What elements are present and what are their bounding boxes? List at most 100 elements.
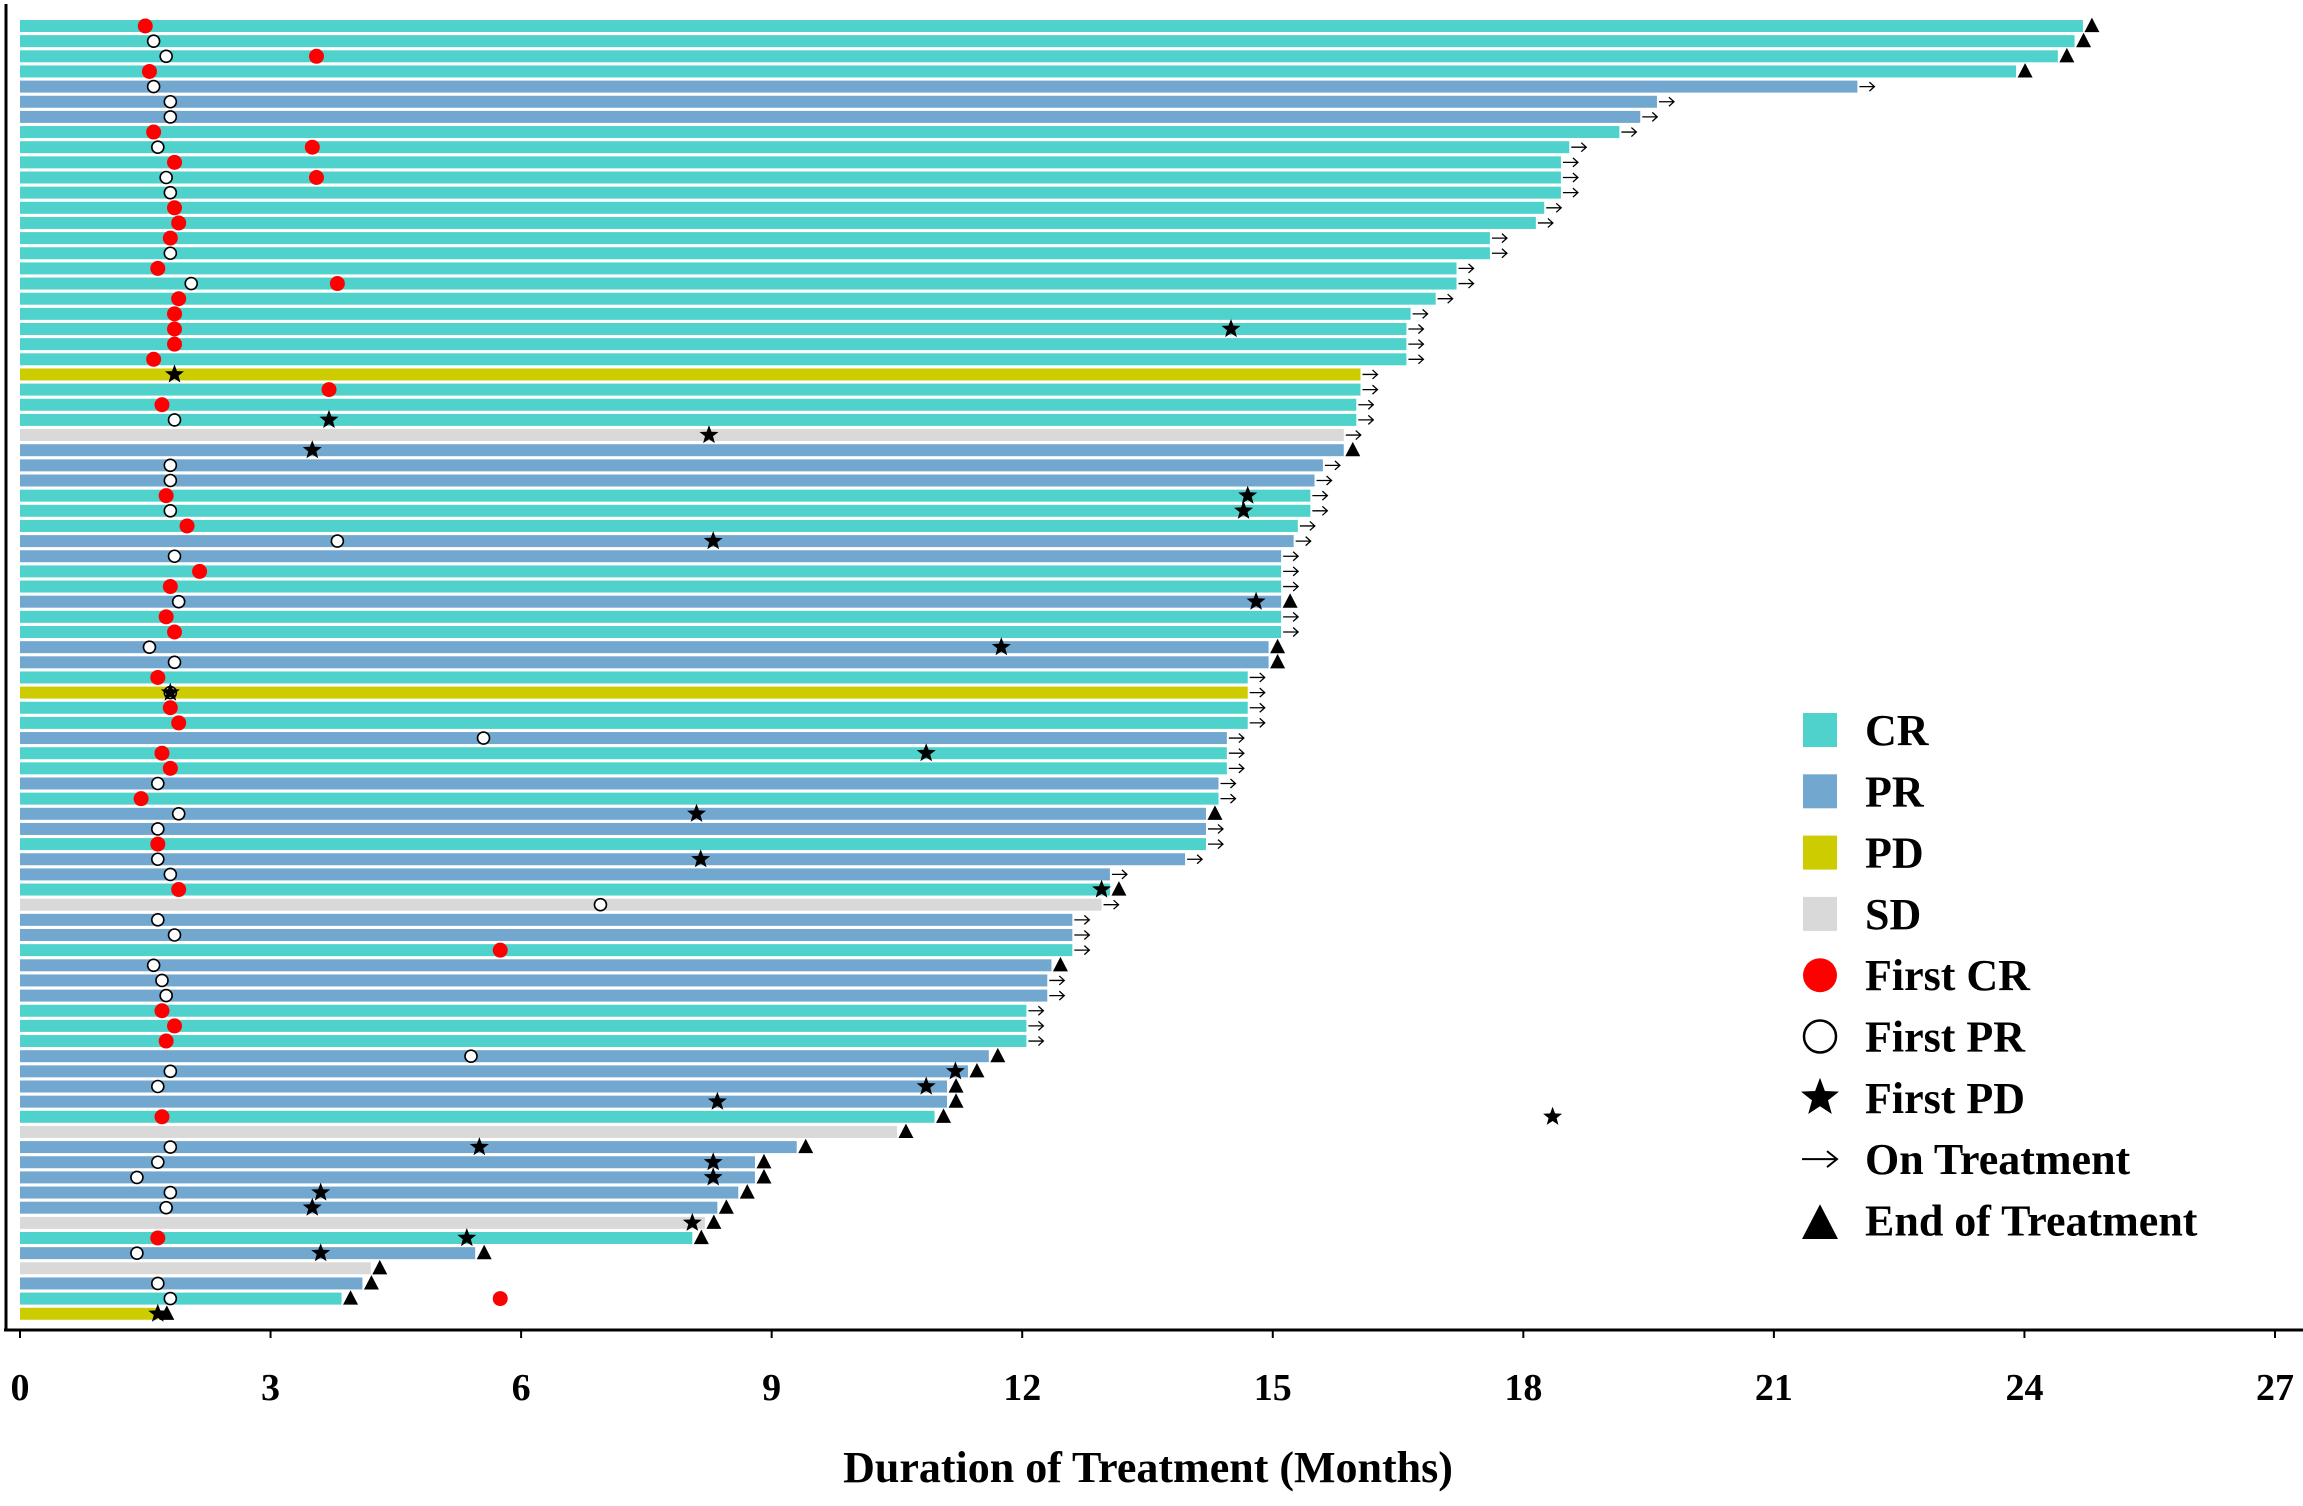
end-of-treatment-triangle <box>948 1078 964 1093</box>
bar-sd <box>20 1125 897 1138</box>
first-pr-marker <box>151 1155 165 1170</box>
first-pr-marker <box>163 458 178 473</box>
on-treatment-arrow <box>1408 324 1425 334</box>
bar-pr <box>20 1156 755 1169</box>
first-pd-star <box>1221 319 1241 338</box>
bar-pr <box>20 807 1206 820</box>
x-tick-label: 9 <box>762 1367 781 1409</box>
end-of-treatment-triangle <box>343 1290 359 1305</box>
first-cr-marker <box>150 669 166 685</box>
bar-pr <box>20 777 1219 790</box>
on-treatment-arrow <box>1228 733 1245 744</box>
first-pd-star <box>945 1061 965 1080</box>
on-treatment-arrow <box>1345 430 1362 441</box>
bar-cr <box>20 489 1311 502</box>
bar-pr <box>20 474 1315 487</box>
first-cr-marker <box>171 215 187 231</box>
first-pr-marker <box>163 1291 178 1306</box>
bar-pr <box>20 535 1294 548</box>
end-of-treatment-triangle <box>693 1229 709 1245</box>
bar-cr <box>20 307 1411 320</box>
first-pr-marker <box>171 806 186 821</box>
first-cr-marker <box>167 306 183 322</box>
on-treatment-arrow <box>1859 81 1876 92</box>
x-tick-label: 27 <box>2256 1367 2294 1409</box>
first-pd-star <box>148 1303 168 1322</box>
bar-pr <box>20 1065 968 1078</box>
first-pr-marker <box>163 503 178 518</box>
end-of-treatment-triangle <box>2076 32 2092 48</box>
first-cr-marker <box>162 700 178 716</box>
first-pr-marker <box>167 655 182 670</box>
legend-swatch-cr <box>1803 713 1837 747</box>
first-pd-star <box>457 1228 477 1247</box>
first-pd-star <box>691 849 711 868</box>
first-cr-marker <box>133 791 149 807</box>
on-treatment-arrow <box>1642 111 1659 122</box>
on-treatment-arrow <box>1028 1005 1045 1016</box>
first-pr-marker <box>171 594 186 609</box>
first-pr-marker <box>167 928 182 942</box>
bar-cr <box>20 504 1311 517</box>
on-treatment-arrow <box>1049 975 1066 986</box>
end-of-treatment-triangle <box>2059 47 2075 63</box>
on-treatment-arrow <box>1408 354 1425 365</box>
bar-pr <box>20 1201 718 1214</box>
first-pr-marker <box>155 973 169 988</box>
bar-cr <box>20 353 1407 366</box>
first-pd-star <box>160 682 180 701</box>
first-pr-marker <box>163 1064 178 1079</box>
on-treatment-arrow <box>1249 687 1266 698</box>
first-pd-star <box>916 743 936 762</box>
bar-cr <box>20 792 1219 805</box>
legend-swatch-pr <box>1803 774 1837 809</box>
bar-cr <box>20 216 1536 229</box>
x-axis-title: Duration of Treatment (Months) <box>843 1443 1453 1492</box>
bar-cr <box>20 519 1298 532</box>
x-tick-label: 0 <box>11 1367 30 1409</box>
first-pr-marker <box>151 776 165 791</box>
bar-cr <box>20 126 1620 139</box>
on-treatment-arrow <box>1571 142 1588 153</box>
on-treatment-arrow <box>1362 369 1379 380</box>
first-pr-marker <box>151 140 165 154</box>
legend-swatch-sd <box>1803 896 1837 931</box>
legend-label-on-treatment: On Treatment <box>1865 1135 2131 1184</box>
first-cr-marker <box>304 139 320 155</box>
on-treatment-arrow <box>1207 839 1224 850</box>
on-treatment-arrow <box>1074 930 1091 940</box>
first-cr-marker <box>308 170 324 185</box>
end-of-treatment-triangle <box>2017 63 2033 78</box>
end-of-treatment-triangle <box>2084 17 2100 33</box>
bar-pr <box>20 1080 948 1093</box>
bar-cr <box>20 716 1248 729</box>
first-pr-marker <box>159 988 173 1003</box>
bar-pr <box>20 1050 989 1063</box>
bar-sd <box>20 1262 371 1275</box>
bar-cr <box>20 671 1248 684</box>
first-pd-star <box>703 1167 723 1186</box>
first-pd-star <box>1234 500 1254 519</box>
first-pd-star <box>302 1197 322 1216</box>
first-cr-marker <box>150 836 166 852</box>
end-of-treatment-triangle <box>1270 653 1286 669</box>
x-tick-label: 3 <box>261 1367 280 1409</box>
bar-pr <box>20 1186 739 1199</box>
bar-pr <box>20 913 1073 926</box>
first-cr-marker <box>321 382 337 398</box>
bar-pd <box>20 1307 158 1320</box>
bar-pr <box>20 110 1641 123</box>
on-treatment-arrow <box>1228 763 1245 774</box>
first-pd-star <box>699 425 719 444</box>
end-of-treatment-triangle <box>706 1214 722 1229</box>
bar-cr <box>20 262 1457 275</box>
end-of-treatment-triangle <box>948 1093 964 1108</box>
end-of-treatment-triangle <box>1270 638 1286 654</box>
on-treatment-arrow <box>1562 157 1579 168</box>
on-treatment-arrow <box>1491 233 1508 244</box>
bars-layer <box>20 20 2083 1320</box>
on-treatment-arrow <box>1187 854 1204 865</box>
first-pd-star <box>469 1137 489 1156</box>
end-of-treatment-triangle <box>898 1123 914 1139</box>
first-cr-marker <box>158 609 174 625</box>
